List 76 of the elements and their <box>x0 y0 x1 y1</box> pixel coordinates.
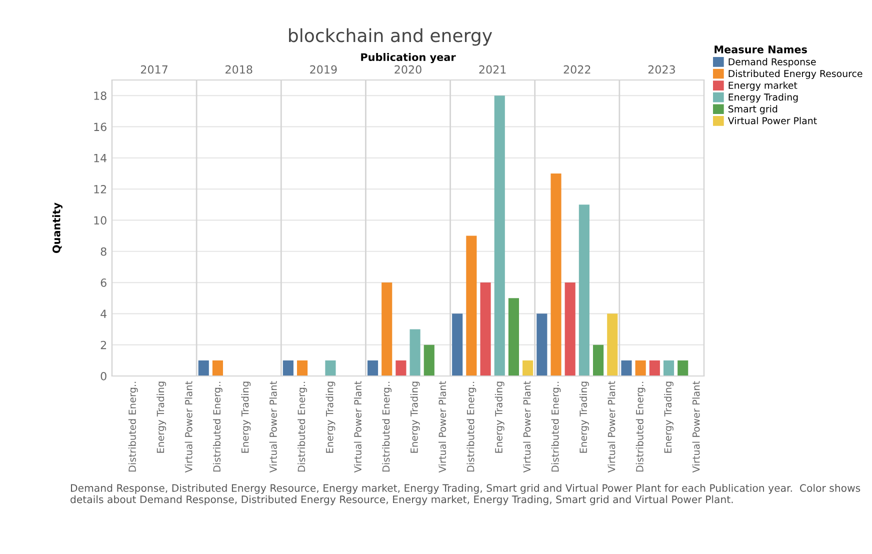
x-tick-label: Virtual Power Plant <box>523 381 531 473</box>
legend-label: Virtual Power Plant <box>728 116 817 124</box>
x-tick-label: Energy Trading <box>579 382 589 453</box>
y-tick-label: 8 <box>100 247 106 256</box>
bar <box>649 360 660 376</box>
bar <box>367 360 378 376</box>
legend-label: Smart grid <box>728 105 778 114</box>
bar <box>396 360 406 376</box>
bar <box>382 282 392 376</box>
bar <box>536 314 548 376</box>
x2-tick-label: 2020 <box>394 65 422 74</box>
bar <box>297 360 308 376</box>
bar <box>480 282 491 376</box>
x-tick-label: Energy Trading <box>410 382 420 453</box>
x-tick-label: Distributed Energ.. <box>298 382 307 472</box>
x2-tick-label: 2023 <box>648 65 675 74</box>
x-tick-label: Energy Trading <box>326 382 336 453</box>
x-tick-label: Virtual Power Plant <box>354 381 362 473</box>
x-tick-label: Energy Trading <box>241 382 251 453</box>
legend-label: Demand Response <box>728 58 816 68</box>
x2-tick-label: 2019 <box>310 65 337 74</box>
bar <box>578 204 590 376</box>
x2-axis-title: Publication year <box>361 53 456 64</box>
y-tick-label: 10 <box>94 216 106 225</box>
x-tick-label: Virtual Power Plant <box>269 381 277 473</box>
bar <box>564 282 576 376</box>
bar <box>593 344 604 376</box>
bar <box>198 360 209 376</box>
x-tick-label: Distributed Energ.. <box>636 382 646 472</box>
x2-tick-label: 2017 <box>140 65 168 74</box>
bar <box>410 329 420 376</box>
x-tick-label: Virtual Power Plant <box>608 381 616 473</box>
y-axis-title: Quantity <box>52 202 62 253</box>
bar <box>452 314 463 376</box>
bar <box>325 360 336 376</box>
y-tick-label: 16 <box>94 122 106 132</box>
bar <box>607 314 618 376</box>
legend-label: Energy Trading <box>728 93 798 103</box>
text: Demand Response, Distributed Energy Resource, Energy market, Energy Trading, Smart grid and Virtual Power Plant for each Publication year. Color shows details about Demand Response, Distributed Energy Resource, Energy market, Energy Trading, Smart grid and Virtual Power Plant. <box>70 484 860 506</box>
bar <box>282 360 294 376</box>
bar <box>635 360 646 376</box>
x-tick-label: Distributed Energ.. <box>466 382 476 472</box>
legend-label: Distributed Energy Resource <box>728 70 862 79</box>
x-tick-label: Distributed Energ.. <box>128 382 138 472</box>
y-tick-label: 0 <box>100 372 106 380</box>
bar <box>424 344 434 376</box>
legend-title: Measure Names <box>714 46 807 54</box>
chart-title: blockchain and energy <box>289 28 492 46</box>
bar <box>494 96 505 376</box>
bar <box>678 360 688 376</box>
x-tick-label: Virtual Power Plant <box>438 381 446 473</box>
y-tick-label: 6 <box>100 278 106 287</box>
x-tick-label: Virtual Power Plant <box>692 381 700 473</box>
bar <box>621 360 632 376</box>
bar <box>663 360 674 376</box>
x-tick-label: Energy Trading <box>156 382 166 453</box>
y-tick-label: 12 <box>94 185 106 194</box>
x-tick-label: Distributed Energ.. <box>213 382 222 472</box>
y-tick-label: 4 <box>100 310 107 318</box>
y-tick-label: 18 <box>94 92 106 100</box>
x2-tick-label: 2022 <box>564 65 590 74</box>
y-tick-label: 14 <box>94 154 107 162</box>
x-tick-label: Distributed Energ.. <box>382 382 392 472</box>
bar <box>522 360 534 376</box>
bar <box>550 173 562 376</box>
x-tick-label: Energy Trading <box>494 382 504 453</box>
x2-tick-label: 2021 <box>479 65 506 74</box>
bar <box>466 236 477 376</box>
bar <box>508 298 519 376</box>
x2-tick-label: 2018 <box>226 65 252 74</box>
x-tick-label: Virtual Power Plant <box>184 381 192 473</box>
x-tick-label: Distributed Energ.. <box>551 382 561 472</box>
x-tick-label: Energy Trading <box>664 382 674 453</box>
legend-label: Energy market <box>728 82 798 91</box>
y-tick-label: 2 <box>100 340 106 350</box>
bar <box>212 360 223 376</box>
